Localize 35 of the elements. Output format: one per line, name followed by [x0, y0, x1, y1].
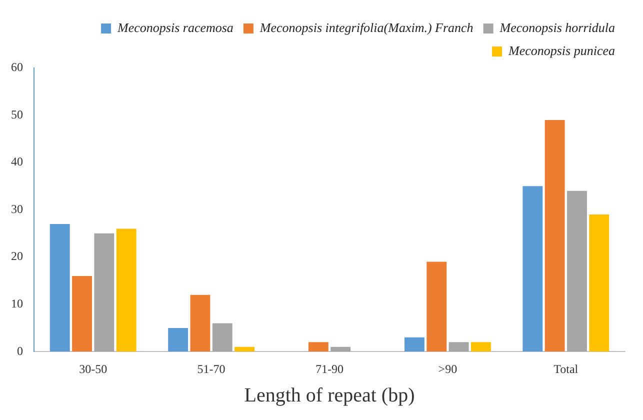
bar: [212, 323, 232, 352]
y-tick-label: 50: [11, 107, 23, 122]
bar: [448, 342, 469, 352]
y-tick-label: 0: [17, 344, 23, 358]
y-tick-label: 10: [11, 296, 23, 310]
bar: [190, 294, 210, 352]
bar: [50, 224, 70, 352]
bar: [94, 233, 114, 352]
bar: [470, 342, 491, 352]
bar: [567, 190, 587, 352]
bar: [522, 186, 543, 352]
x-tick-label: >90: [438, 362, 458, 376]
bar: [330, 346, 351, 352]
y-tick-label: 20: [11, 249, 23, 264]
x-tick-label: 51-70: [197, 362, 226, 376]
x-tick-label: 71-90: [316, 362, 344, 376]
legend-label: Meconopsis horridula: [498, 20, 616, 35]
x-tick-label: 30-50: [79, 362, 108, 376]
legend-label: Meconopsis racemosa: [116, 20, 234, 35]
bar: [168, 328, 188, 352]
bar: [308, 342, 328, 352]
bar: [544, 120, 565, 352]
y-tick-label: 60: [11, 60, 23, 74]
x-tick-label: Total: [554, 362, 579, 376]
legend-label: Meconopsis integrifolia(Maxim.) Franch: [258, 20, 474, 35]
y-tick-label: 30: [11, 202, 23, 216]
legend-label: Meconopsis punicea: [508, 42, 616, 58]
y-tick-label: 40: [11, 154, 23, 169]
bar: [234, 346, 255, 352]
bar: [404, 337, 424, 352]
bar: [589, 214, 610, 352]
bar: [72, 276, 92, 352]
bar: [116, 228, 136, 352]
x-axis-title: Length of repeat (bp): [244, 384, 415, 406]
bar: [426, 262, 447, 352]
